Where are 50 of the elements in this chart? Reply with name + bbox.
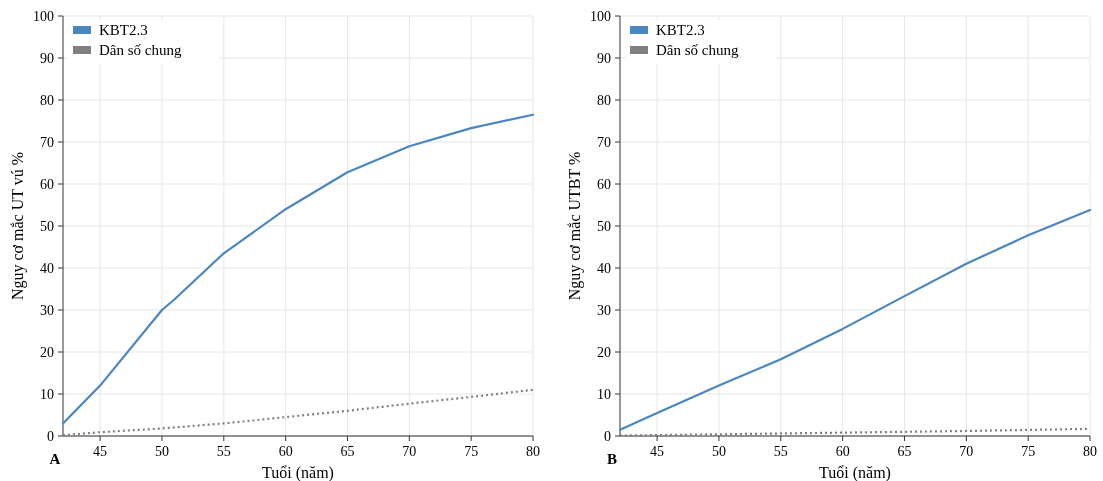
legend-label: Dân số chung [99,42,182,58]
x-axis-title: Tuổi (năm) [819,464,891,481]
y-tick-label: 30 [40,303,54,318]
y-tick-label: 10 [597,387,611,402]
x-tick-label: 75 [1021,444,1036,459]
x-tick-label: 50 [154,444,169,459]
x-axis-title: Tuổi (năm) [262,464,334,481]
y-tick-label: 0 [47,429,54,444]
y-tick-label: 100 [590,9,611,24]
x-tick-label: 70 [402,444,417,459]
y-tick-label: 90 [40,51,54,66]
text: B [606,451,618,467]
line-series [618,208,1092,431]
x-tick-label: 50 [711,444,726,459]
x-tick-label: 45 [650,444,665,459]
legend-label: KBT2.3 [99,22,148,38]
x-tick-label: 70 [959,444,974,459]
x-tick-label: 55 [216,444,231,459]
y-tick-label: 20 [597,345,611,360]
y-tick-label: 20 [40,345,54,360]
y-tick-label: 0 [604,429,611,444]
y-tick-label: 50 [40,219,54,234]
x-tick-label: 60 [835,444,850,459]
line-series [61,113,535,425]
y-axis-title: Nguy cơ mắc UT vú % [9,151,27,301]
y-tick-label: 60 [40,177,54,192]
x-tick-label: 65 [340,444,355,459]
x-tick-label: 75 [464,444,479,459]
x-tick-label: 60 [278,444,293,459]
y-tick-label: 10 [40,387,54,402]
legend-label: KBT2.3 [656,22,705,38]
x-tick-label: 80 [526,444,540,459]
y-tick-label: 60 [597,177,611,192]
y-axis-title: Nguy cơ mắc UTBT % [566,151,584,301]
y-tick-label: 70 [597,135,611,150]
x-tick-label: 55 [773,444,788,459]
y-tick-label: 80 [597,93,611,108]
text: A [49,451,61,467]
y-tick-label: 90 [597,51,611,66]
x-tick-label: 80 [1083,444,1097,459]
y-tick-label: 30 [597,303,611,318]
y-tick-label: 40 [597,261,611,276]
y-tick-label: 100 [33,9,54,24]
x-tick-label: 65 [897,444,912,459]
y-tick-label: 50 [597,219,611,234]
y-tick-label: 80 [40,93,54,108]
y-tick-label: 40 [40,261,54,276]
y-tick-label: 70 [40,135,54,150]
x-tick-label: 45 [93,444,108,459]
legend-label: Dân số chung [656,42,739,58]
